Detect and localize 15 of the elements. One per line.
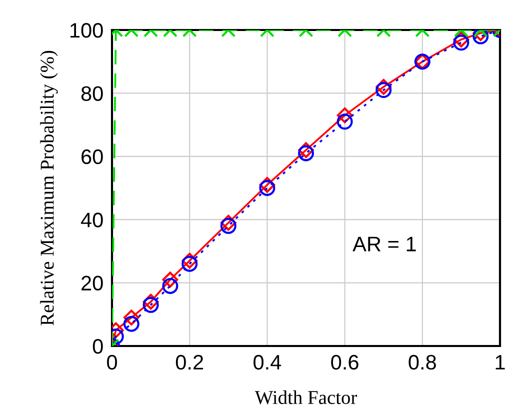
x-tick-label: 1 [496,355,505,370]
y-tick-label: 20 [82,276,103,291]
y-tick-label: 100 [70,23,103,38]
x-tick-label: 0.8 [408,354,436,370]
y-axis-title: Relative Maximum Probability (%) [40,50,58,326]
y-tick-label: 40 [80,212,103,228]
y-tick-label: 60 [82,149,103,164]
x-tick-label: 0.6 [331,354,358,370]
y-tick-label: 0 [92,339,103,354]
y-tick-label: 80 [81,86,103,101]
x-axis-title: Width Factor [254,390,358,404]
x-tick-label: 0.4 [254,354,282,370]
x-tick-label: 0 [107,354,117,370]
x-tick-label: 0.2 [176,354,204,370]
annotation: AR = 1 [352,236,416,252]
